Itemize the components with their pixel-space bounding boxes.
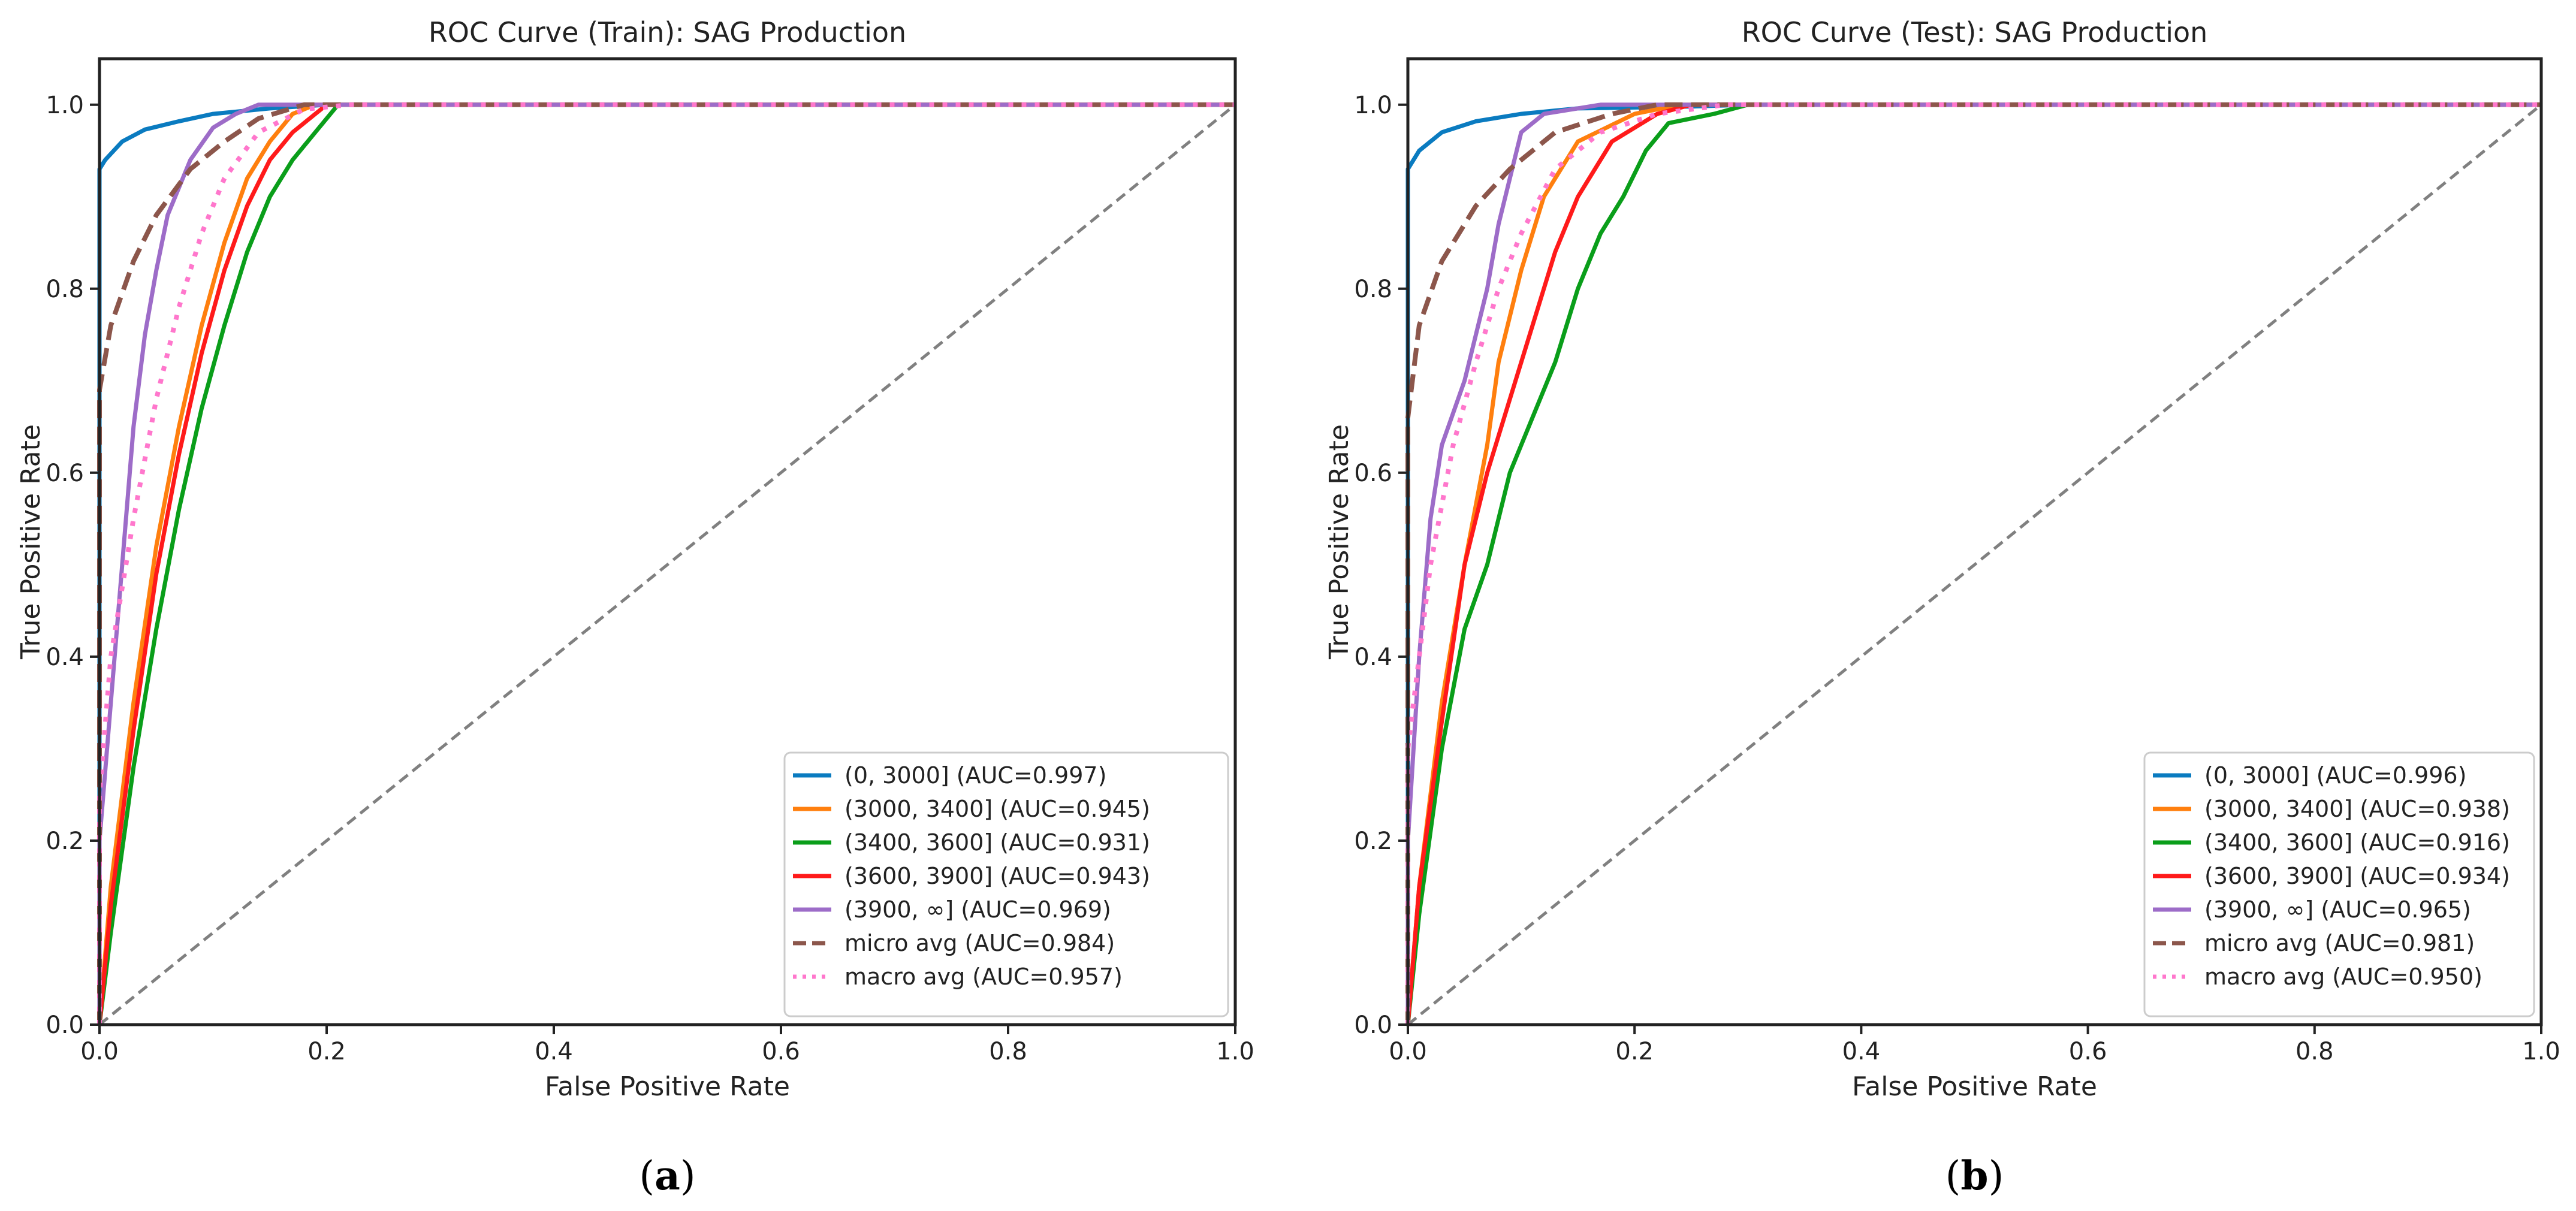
chart-panel-a: 0.0 0.2 0.4 0.6 0.8 1.0 0.0 0.2 0.4 0.6 0.8 1.0 ROC … [16,16,1254,1199]
series-line-2 [1405,102,2541,1025]
legend-label: micro avg (AUC=0.981) [2204,930,2475,956]
y-tick-label: 0.2 [46,828,84,855]
legend-label: macro avg (AUC=0.950) [2204,964,2483,990]
y-tick-label: 1.0 [1354,92,1392,119]
caption-letter: a [654,1152,680,1199]
chart-title: ROC Curve (Train): SAG Production [429,16,906,49]
legend-box [2143,751,2535,1017]
x-tick-label: 1.0 [2522,1038,2560,1065]
axes-frame [1406,57,2543,1026]
x-axis-label: False Positive Rate [1852,1071,2097,1102]
subfigure-caption: (b) [1945,1152,2004,1199]
legend-label: (3000, 3400] (AUC=0.945) [844,796,1150,822]
legend-label: (0, 3000] (AUC=0.997) [844,762,1106,789]
legend-label: micro avg (AUC=0.984) [844,930,1115,956]
y-tick-label: 0.0 [1354,1011,1392,1039]
x-tick-label: 0.2 [307,1038,346,1065]
x-tick-label: 0.6 [762,1038,800,1065]
legend-label: (3900, ∞] (AUC=0.965) [2204,896,2471,923]
legend-label: macro avg (AUC=0.957) [844,964,1123,990]
x-tick-label: 0.4 [1842,1038,1881,1065]
caption-paren: ) [1989,1153,2004,1199]
series-line-3 [1405,102,2541,1025]
caption-paren: ( [1945,1153,1961,1199]
legend-label: (3400, 3600] (AUC=0.916) [2204,829,2510,856]
y-tick-label: 0.2 [1354,828,1392,855]
y-tick-label: 0.0 [46,1011,84,1039]
legend: (0, 3000] (AUC=0.996) (3000, 3400] (AUC=0… [2143,751,2535,1017]
legend-label: (3600, 3900] (AUC=0.943) [844,863,1150,889]
y-tick-label: 0.4 [1354,644,1392,671]
x-tick-label: 0.2 [1615,1038,1654,1065]
x-axis-label: False Positive Rate [545,1071,790,1102]
x-tick-label: 0.0 [80,1038,119,1065]
series-line-4 [97,102,1235,1025]
x-tick-label: 0.6 [2069,1038,2107,1065]
subfigure-caption: (a) [639,1152,695,1199]
legend-label: (3600, 3900] (AUC=0.934) [2204,863,2510,889]
x-tick-label: 0.8 [989,1038,1027,1065]
chance-diagonal-line [98,103,1236,1026]
series-line-4 [1405,102,2541,1025]
caption-letter: b [1960,1152,1988,1199]
legend-label: (3400, 3600] (AUC=0.931) [844,829,1150,856]
chance-diagonal-line [1407,103,2542,1026]
series-line-5 [97,102,1235,1025]
series-line-6 [97,102,1235,1025]
legend-label: (0, 3000] (AUC=0.996) [2204,762,2466,789]
series-line-3 [97,102,1235,1025]
y-axis-label: True Positive Rate [1324,424,1355,660]
y-tick-label: 0.8 [1354,276,1392,303]
x-tick-label: 1.0 [1216,1038,1254,1065]
y-tick-label: 0.4 [46,644,84,671]
series-line-5 [1405,102,2541,1025]
y-tick-label: 0.6 [1354,460,1392,487]
caption-paren: ( [639,1153,654,1199]
chart-panel-b: 0.0 0.2 0.4 0.6 0.8 1.0 0.0 0.2 0.4 0.6 0.8 1.0 ROC … [1324,16,2560,1199]
legend-box [783,751,1229,1017]
x-tick-label: 0.8 [2296,1038,2334,1065]
series-line-1 [97,102,1235,1025]
legend: (0, 3000] (AUC=0.997) (3000, 3400] (AUC=0… [783,751,1229,1017]
y-tick-label: 1.0 [46,92,84,119]
legend-label: (3900, ∞] (AUC=0.969) [844,896,1111,923]
y-tick-label: 0.6 [46,460,84,487]
legend-label: (3000, 3400] (AUC=0.938) [2204,796,2510,822]
x-tick-label: 0.0 [1389,1038,1427,1065]
caption-paren: ) [680,1153,696,1199]
y-axis-label: True Positive Rate [16,424,46,660]
chart-title: ROC Curve (Test): SAG Production [1742,16,2208,49]
y-tick-label: 0.8 [46,276,84,303]
series-line-2 [97,102,1235,1025]
x-tick-label: 0.4 [535,1038,573,1065]
axes-frame [98,57,1237,1026]
